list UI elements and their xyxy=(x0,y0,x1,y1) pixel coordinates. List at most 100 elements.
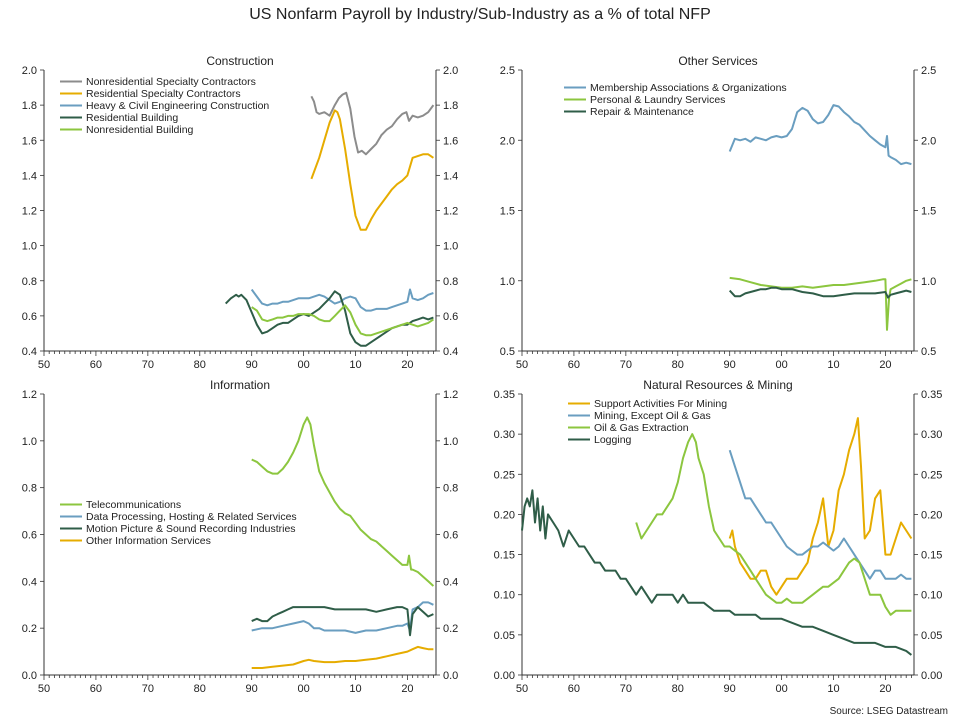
panel-2-legend-label-3: Other Information Services xyxy=(86,535,211,547)
panel-0-title: Construction xyxy=(206,54,273,68)
panel-2-y-tick-label-left: 0.2 xyxy=(22,623,37,635)
panel-0-series-line-2 xyxy=(250,288,434,312)
panel-0-y-tick-label-left: 1.6 xyxy=(22,135,37,147)
panel-1-x-tick-label: 00 xyxy=(775,359,787,371)
panel-1-y-tick-label-right: 1.0 xyxy=(921,276,936,288)
panel-3-x-tick-label: 70 xyxy=(620,683,632,695)
panel-2-y-tick-label-right: 0.2 xyxy=(443,623,458,635)
source-note: Source: LSEG Datastream xyxy=(829,706,948,717)
panel-0-y-tick-label-left: 1.2 xyxy=(22,206,37,218)
panel-3-x-tick-label: 00 xyxy=(775,683,787,695)
panel-3-series-line-1 xyxy=(728,449,912,580)
panel-1-x-tick-label: 90 xyxy=(724,359,736,371)
panel-0-y-tick-label-right: 1.0 xyxy=(443,241,458,253)
panel-2-series-line-3 xyxy=(251,645,434,669)
panel-3-series-line-3 xyxy=(521,489,913,656)
panel-0-series-line-0 xyxy=(310,91,435,156)
panel-3-x-tick-label: 60 xyxy=(568,683,580,695)
panel-3-y-tick-label-left: 0.00 xyxy=(494,670,515,682)
panel-2-legend-label-1: Data Processing, Hosting & Related Servi… xyxy=(86,511,297,523)
panel-3-y-tick-label-left: 0.05 xyxy=(494,630,515,642)
panel-2-y-tick-label-left: 1.0 xyxy=(22,436,37,448)
panel-0-y-tick-label-right: 1.4 xyxy=(443,170,458,182)
panel-0-legend-label-2: Heavy & Civil Engineering Construction xyxy=(86,100,269,112)
panel-0-legend-label-1: Residential Specialty Contractors xyxy=(86,88,241,100)
panel-3-legend-label-1: Mining, Except Oil & Gas xyxy=(594,410,711,422)
panel-2-x-tick-label: 70 xyxy=(142,683,154,695)
panel-1-x-tick-label: 50 xyxy=(516,359,528,371)
panel-3-legend-label-3: Logging xyxy=(594,434,632,446)
panel-3-y-tick-label-left: 0.15 xyxy=(494,550,515,562)
panel-0-series-line-3 xyxy=(224,290,434,347)
panel-0-y-tick-label-right: 2.0 xyxy=(443,65,458,77)
panel-1-series-line-1 xyxy=(729,276,912,331)
panel-3-y-tick-label-left: 0.35 xyxy=(494,389,515,401)
panel-2-y-tick-label-left: 1.2 xyxy=(22,389,37,401)
panel-1-x-tick-label: 70 xyxy=(620,359,632,371)
panel-2-y-tick-label-right: 1.2 xyxy=(443,389,458,401)
panel-2-y-tick-label-right: 0.0 xyxy=(443,670,458,682)
panel-3-y-tick-label-right: 0.05 xyxy=(921,630,942,642)
panel-2-x-tick-label: 20 xyxy=(401,683,413,695)
panel-1-y-tick-label-left: 1.0 xyxy=(500,276,515,288)
panel-2-x-tick-label: 00 xyxy=(297,683,309,695)
panel-1-x-tick-label: 60 xyxy=(568,359,580,371)
panel-2-y-tick-label-right: 0.6 xyxy=(443,530,458,542)
panel-3-x-tick-label: 80 xyxy=(672,683,684,695)
panel-2-title: Information xyxy=(210,378,270,392)
chart-main-title: US Nonfarm Payroll by Industry/Sub-Indus… xyxy=(249,6,711,23)
panel-0-y-tick-label-left: 0.8 xyxy=(22,276,37,288)
panel-2-y-tick-label-left: 0.0 xyxy=(22,670,37,682)
panel-2-x-tick-label: 50 xyxy=(38,683,50,695)
panel-3-x-tick-label: 20 xyxy=(879,683,891,695)
panel-0-x-tick-label: 20 xyxy=(401,359,413,371)
panel-2-x-tick-label: 90 xyxy=(246,683,258,695)
panel-0-y-tick-label-right: 0.4 xyxy=(443,346,458,358)
panel-3-title: Natural Resources & Mining xyxy=(643,378,792,392)
panel-3-y-tick-label-left: 0.20 xyxy=(494,509,515,521)
panel-0-x-tick-label: 80 xyxy=(194,359,206,371)
panel-0-y-tick-label-right: 0.6 xyxy=(443,311,458,323)
panel-2-x-tick-label: 10 xyxy=(349,683,361,695)
panel-3-y-tick-label-right: 0.10 xyxy=(921,590,942,602)
panel-3-y-tick-label-left: 0.25 xyxy=(494,469,515,481)
panel-1-y-tick-label-right: 2.0 xyxy=(921,135,936,147)
panel-1-y-tick-label-right: 0.5 xyxy=(921,346,936,358)
panel-3-series-line-2 xyxy=(635,433,912,616)
panel-0-x-tick-label: 70 xyxy=(142,359,154,371)
panel-3-y-tick-label-right: 0.20 xyxy=(921,509,942,521)
panel-3-x-tick-label: 50 xyxy=(516,683,528,695)
panel-1-x-tick-label: 80 xyxy=(672,359,684,371)
panel-1-y-tick-label-left: 0.5 xyxy=(500,346,515,358)
panel-2-x-tick-label: 80 xyxy=(194,683,206,695)
panel-3-y-tick-label-left: 0.30 xyxy=(494,429,515,441)
panel-1-legend-label-2: Repair & Maintenance xyxy=(590,106,694,118)
panel-3-y-tick-label-right: 0.25 xyxy=(921,469,942,481)
panel-1-y-tick-label-right: 2.5 xyxy=(921,65,936,77)
panel-0-legend-label-3: Residential Building xyxy=(86,112,178,124)
panel-1-x-tick-label: 10 xyxy=(827,359,839,371)
panel-2-x-tick-label: 60 xyxy=(90,683,102,695)
panel-3-legend-label-0: Support Activities For Mining xyxy=(594,398,727,410)
panel-0-y-tick-label-right: 1.2 xyxy=(443,206,458,218)
panel-1-legend-label-0: Membership Associations & Organizations xyxy=(590,82,787,94)
panel-0-x-tick-label: 10 xyxy=(349,359,361,371)
panel-0-x-tick-label: 00 xyxy=(297,359,309,371)
panel-2-series-line-1 xyxy=(251,601,434,634)
panel-0-y-tick-label-left: 1.8 xyxy=(22,100,37,112)
panel-0-legend-label-4: Nonresidential Building xyxy=(86,124,194,136)
panel-2-y-tick-label-right: 0.8 xyxy=(443,483,458,495)
panel-3-series-line-0 xyxy=(728,417,913,596)
panel-0-x-tick-label: 90 xyxy=(246,359,258,371)
panel-3-y-tick-label-right: 0.35 xyxy=(921,389,942,401)
panel-0-y-tick-label-right: 1.6 xyxy=(443,135,458,147)
panel-0-y-tick-label-right: 1.8 xyxy=(443,100,458,112)
panel-0-y-tick-label-left: 0.6 xyxy=(22,311,37,323)
panel-2-legend-label-2: Motion Picture & Sound Recording Industr… xyxy=(86,523,296,535)
panel-0-y-tick-label-right: 0.8 xyxy=(443,276,458,288)
panel-1-series-line-0 xyxy=(728,104,912,166)
panel-0-y-tick-label-left: 1.4 xyxy=(22,170,37,182)
panel-2-y-tick-label-left: 0.6 xyxy=(22,530,37,542)
panel-3-y-tick-label-right: 0.00 xyxy=(921,670,942,682)
panel-0-legend-label-0: Nonresidential Specialty Contractors xyxy=(86,76,256,88)
